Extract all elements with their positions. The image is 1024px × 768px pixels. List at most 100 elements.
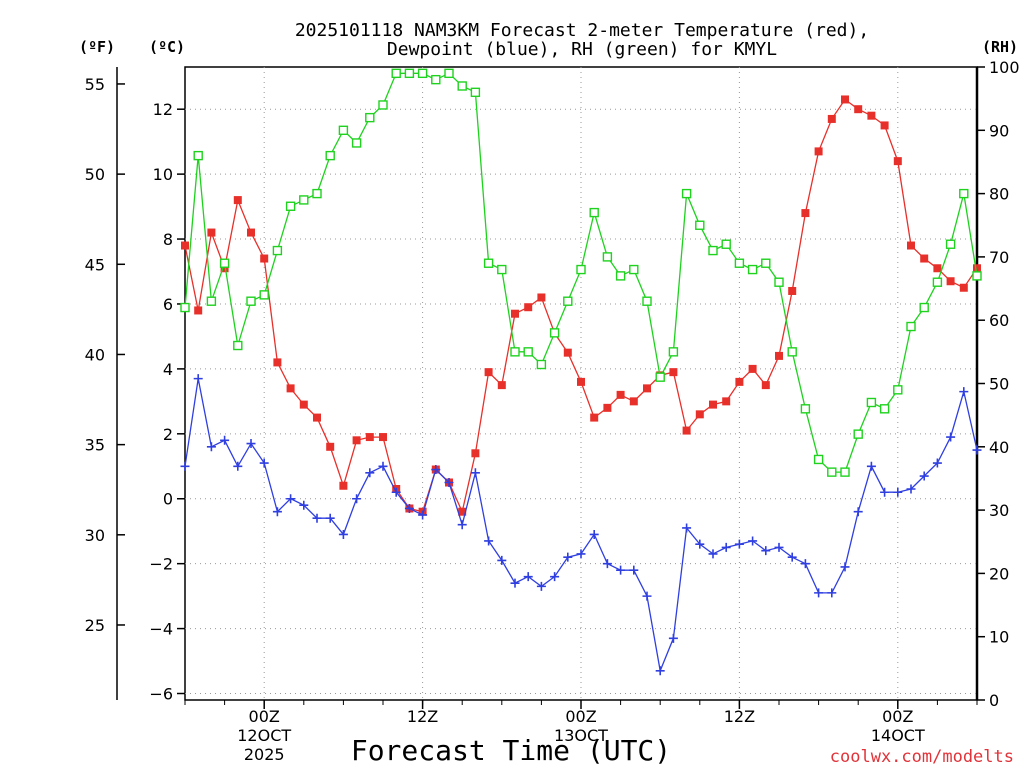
rh-point xyxy=(919,302,929,313)
2-meter-temperature-point xyxy=(484,368,493,377)
rh-point xyxy=(378,100,388,110)
chart-title-line2: Dewpoint (blue), RH (green) for KMYL xyxy=(387,39,777,60)
series xyxy=(180,68,982,676)
dewpoint-point xyxy=(682,523,692,533)
rh-tick-label: 80 xyxy=(989,185,1009,204)
rh-point xyxy=(642,296,652,306)
rh-point xyxy=(761,258,771,268)
dewpoint-point xyxy=(734,539,744,549)
2-meter-temperature-point xyxy=(814,147,823,156)
fahrenheit-tick-label: 50 xyxy=(85,165,105,184)
dewpoint-point xyxy=(880,487,890,497)
dewpoint-point xyxy=(972,445,982,455)
2-meter-temperature-point xyxy=(247,228,255,237)
2-meter-temperature-point xyxy=(907,241,915,250)
rh-point xyxy=(365,112,375,123)
rh-point xyxy=(734,258,745,268)
rh-point xyxy=(417,68,428,79)
2-meter-temperature-point xyxy=(643,384,651,393)
2-meter-temperature-point xyxy=(497,381,506,390)
rh-tick-label: 0 xyxy=(989,691,999,710)
rh-point xyxy=(259,290,269,300)
2-meter-temperature-point xyxy=(709,400,717,409)
2-meter-temperature-point xyxy=(682,426,691,435)
rh-point xyxy=(813,454,824,465)
celsius-tick-label: 2 xyxy=(163,425,173,444)
2-meter-temperature-point xyxy=(365,433,374,442)
rh-tick-label: 40 xyxy=(989,438,1009,457)
2-meter-temperature-point xyxy=(761,381,770,390)
rh-point xyxy=(338,125,349,136)
dewpoint-point xyxy=(827,588,837,598)
rh-point xyxy=(470,87,481,98)
dewpoint-point xyxy=(299,500,309,510)
dewpoint-point xyxy=(180,461,190,471)
rh-point xyxy=(272,245,283,256)
axes: −6 −4 −2 0 2 4 6 8 10 12 25 30 35 40 45 50 55 0 10 20 30 40 50… xyxy=(85,58,1020,764)
rh-point xyxy=(853,429,863,439)
fahrenheit-tick-label: 55 xyxy=(85,75,105,94)
rh-point xyxy=(959,188,969,199)
2-meter-temperature-point xyxy=(563,348,572,357)
x-axis-title: Forecast Time (UTC) xyxy=(351,734,671,767)
2-meter-temperature-point xyxy=(880,121,889,130)
rh-point xyxy=(655,372,665,382)
rh-point xyxy=(351,138,362,148)
rh-point xyxy=(246,296,256,306)
2-meter-temperature-point xyxy=(352,436,361,445)
2-meter-temperature-point xyxy=(299,400,308,409)
x-tick-label: 00Z xyxy=(249,707,280,726)
dewpoint-point xyxy=(893,487,903,497)
dewpoint-point xyxy=(206,442,216,452)
rh-point xyxy=(391,68,401,79)
dewpoint-point xyxy=(418,510,428,520)
rh-point xyxy=(615,271,626,281)
rh-point xyxy=(285,201,296,211)
dewpoint-point xyxy=(814,588,824,598)
dewpoint-point xyxy=(787,552,797,562)
dewpoint-point xyxy=(536,581,546,591)
rh-point xyxy=(787,347,797,357)
rh-point xyxy=(431,74,441,85)
2-meter-temperature-point xyxy=(748,364,757,373)
2-meter-temperature-point xyxy=(603,403,612,412)
dewpoint-point xyxy=(642,591,652,601)
rh-point xyxy=(774,277,784,287)
rh-point xyxy=(563,296,573,306)
rh-point xyxy=(589,207,599,218)
series-dewpoint xyxy=(180,374,982,676)
rh-point xyxy=(576,264,586,275)
2-meter-temperature-line xyxy=(184,98,978,514)
dewpoint-point xyxy=(470,468,480,478)
dewpoint-point xyxy=(220,435,230,445)
dewpoint-point xyxy=(246,439,256,449)
watermark: coolwx.com/modelts xyxy=(830,747,1014,767)
2-meter-temperature-point xyxy=(616,390,625,399)
dewpoint-point xyxy=(193,374,203,384)
2-meter-temperature-point xyxy=(379,433,387,442)
x-tick-label: 00Z xyxy=(565,707,596,726)
2-meter-temperature-point xyxy=(827,114,836,123)
2-meter-temperature-point xyxy=(458,507,467,516)
2-meter-temperature-point xyxy=(788,286,797,295)
x-tick-date: 13OCT xyxy=(554,726,608,745)
rh-point xyxy=(444,68,454,79)
2-meter-temperature-point xyxy=(286,384,295,393)
dewpoint-point xyxy=(576,549,586,559)
dewpoint-point xyxy=(286,494,296,504)
2-meter-temperature-point xyxy=(511,309,519,318)
x-tick-year: 2025 xyxy=(244,745,285,764)
dewpoint-point xyxy=(866,461,876,471)
rh-point xyxy=(827,467,837,477)
2-meter-temperature-point xyxy=(326,442,335,451)
dewpoint-point xyxy=(695,539,705,549)
2-meter-temperature-point xyxy=(920,254,929,263)
2-meter-temperature-point xyxy=(313,413,321,422)
series-rh xyxy=(180,68,982,477)
dewpoint-point xyxy=(404,503,414,513)
rh-point xyxy=(536,359,547,370)
2-meter-temperature-point xyxy=(220,264,229,273)
rh-tick-label: 60 xyxy=(989,311,1009,330)
rh-point xyxy=(510,347,520,357)
rh-point xyxy=(840,467,850,477)
